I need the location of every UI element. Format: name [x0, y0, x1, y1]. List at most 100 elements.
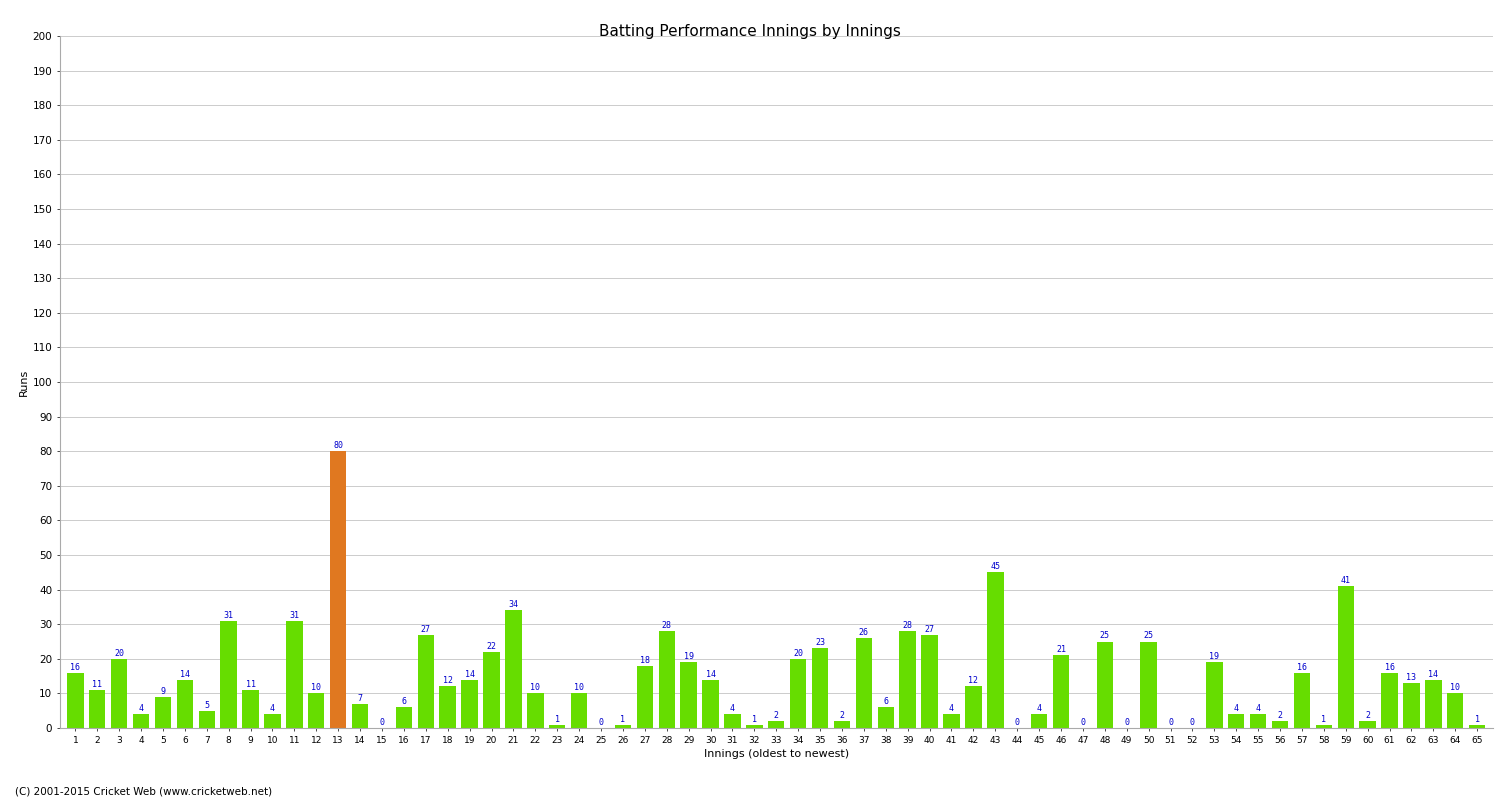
Text: 45: 45 [990, 562, 1000, 571]
Bar [506, 610, 522, 728]
Text: 14: 14 [465, 670, 474, 678]
Text: 14: 14 [180, 670, 190, 678]
Bar [724, 714, 741, 728]
Bar [1053, 655, 1070, 728]
Text: 12: 12 [442, 677, 453, 686]
Bar [615, 725, 632, 728]
Bar [134, 714, 150, 728]
Bar [483, 652, 500, 728]
Bar [1096, 642, 1113, 728]
Text: 25: 25 [1143, 631, 1154, 641]
Bar [790, 659, 807, 728]
Text: 0: 0 [380, 718, 384, 727]
Text: 0: 0 [1168, 718, 1173, 727]
Bar [264, 714, 280, 728]
Bar [746, 725, 762, 728]
Bar [68, 673, 84, 728]
Bar [636, 666, 652, 728]
Bar [878, 707, 894, 728]
Bar [768, 721, 784, 728]
Text: 16: 16 [70, 662, 81, 672]
Text: 21: 21 [1056, 646, 1066, 654]
Text: 1: 1 [1322, 714, 1326, 723]
Text: 9: 9 [160, 687, 165, 696]
Bar [1206, 662, 1222, 728]
Bar [1359, 721, 1376, 728]
Text: 41: 41 [1341, 576, 1350, 585]
Bar [1250, 714, 1266, 728]
Text: 4: 4 [270, 704, 274, 713]
Bar [417, 634, 434, 728]
Text: 7: 7 [357, 694, 363, 702]
Text: 2: 2 [1365, 711, 1370, 720]
Text: Batting Performance Innings by Innings: Batting Performance Innings by Innings [598, 24, 902, 39]
Bar [572, 694, 588, 728]
Bar [154, 697, 171, 728]
Bar [1448, 694, 1464, 728]
Text: 2: 2 [840, 711, 844, 720]
Bar [681, 662, 698, 728]
Bar [658, 631, 675, 728]
Bar [1425, 679, 1442, 728]
Text: 34: 34 [509, 600, 519, 610]
Text: 31: 31 [290, 610, 300, 620]
Text: 0: 0 [1124, 718, 1130, 727]
Text: 10: 10 [312, 683, 321, 692]
Bar [900, 631, 916, 728]
Text: 6: 6 [402, 698, 406, 706]
Bar [198, 710, 214, 728]
Text: 0: 0 [1014, 718, 1020, 727]
Bar [286, 621, 303, 728]
Bar [987, 572, 1004, 728]
Bar [855, 638, 871, 728]
Text: 10: 10 [531, 683, 540, 692]
Bar [1272, 721, 1288, 728]
Text: 1: 1 [621, 714, 626, 723]
Text: 2: 2 [1278, 711, 1282, 720]
Bar [462, 679, 478, 728]
Text: 10: 10 [1450, 683, 1461, 692]
Text: 0: 0 [1080, 718, 1086, 727]
Bar [1382, 673, 1398, 728]
Bar [1228, 714, 1245, 728]
Text: 80: 80 [333, 441, 344, 450]
Text: 31: 31 [224, 610, 234, 620]
Text: 10: 10 [574, 683, 584, 692]
Bar [243, 690, 260, 728]
Text: 0: 0 [598, 718, 603, 727]
Text: 4: 4 [950, 704, 954, 713]
Bar [308, 694, 324, 728]
Text: 12: 12 [969, 677, 978, 686]
Bar [526, 694, 543, 728]
X-axis label: Innings (oldest to newest): Innings (oldest to newest) [704, 749, 849, 759]
Text: 27: 27 [422, 625, 430, 634]
Text: 4: 4 [730, 704, 735, 713]
Bar [1140, 642, 1156, 728]
Bar [111, 659, 128, 728]
Text: 19: 19 [684, 652, 693, 662]
Bar [1030, 714, 1047, 728]
Text: 22: 22 [486, 642, 496, 651]
Text: 26: 26 [859, 628, 868, 637]
Text: 6: 6 [884, 698, 888, 706]
Text: 16: 16 [1384, 662, 1395, 672]
Y-axis label: Runs: Runs [18, 368, 28, 396]
Bar [944, 714, 960, 728]
Bar [1338, 586, 1354, 728]
Text: 27: 27 [924, 625, 934, 634]
Bar [964, 686, 981, 728]
Text: 14: 14 [705, 670, 716, 678]
Bar [702, 679, 718, 728]
Bar [812, 649, 828, 728]
Text: 28: 28 [903, 621, 912, 630]
Text: 20: 20 [794, 649, 802, 658]
Bar [352, 704, 369, 728]
Text: 28: 28 [662, 621, 672, 630]
Text: 0: 0 [1190, 718, 1196, 727]
Text: 4: 4 [1256, 704, 1260, 713]
Text: 11: 11 [92, 680, 102, 689]
Text: 20: 20 [114, 649, 125, 658]
Bar [396, 707, 412, 728]
Text: 1: 1 [1474, 714, 1479, 723]
Text: 13: 13 [1407, 673, 1416, 682]
